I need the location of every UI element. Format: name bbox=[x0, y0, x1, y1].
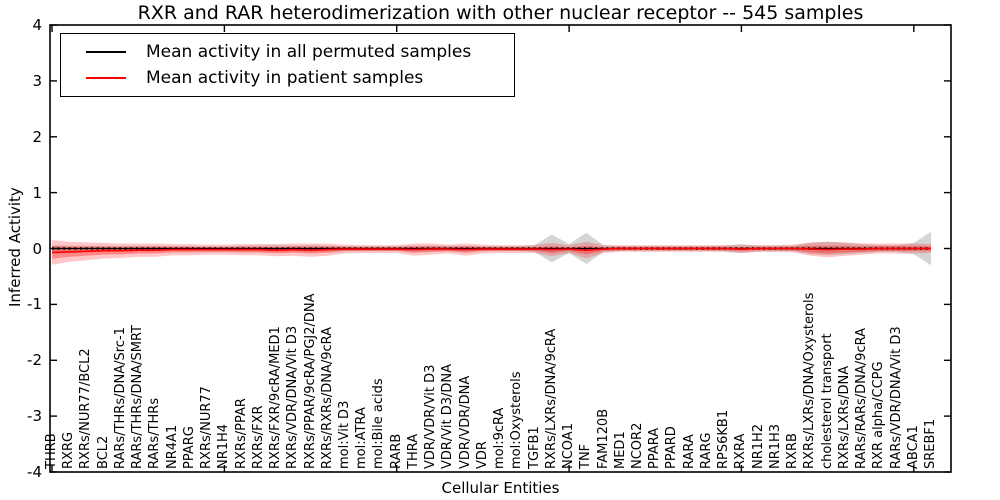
x-category-label: NR4A1 bbox=[164, 424, 180, 469]
x-category-label: RXRs/FXR bbox=[250, 405, 266, 469]
x-category-label: VDR bbox=[474, 441, 490, 469]
x-category-label: RARs/THRs/DNA/Src-1 bbox=[112, 327, 128, 469]
x-category-label: RXRs/VDR/DNA/Vit D3 bbox=[285, 325, 301, 469]
x-category-label: RARs/RARs/DNA/9cRA bbox=[854, 328, 870, 469]
legend-row-permuted: Mean activity in all permuted samples bbox=[61, 39, 514, 65]
x-category-label: mol:Vit D3 bbox=[337, 400, 352, 469]
x-category-label: MED1 bbox=[612, 431, 628, 469]
x-category-label: cholesterol transport bbox=[819, 333, 835, 469]
x-category-label: RPS6KB1 bbox=[716, 409, 732, 469]
legend-row-patient: Mean activity in patient samples bbox=[61, 65, 514, 91]
x-category-label: NCOA1 bbox=[561, 423, 577, 469]
x-category-label: RARA bbox=[681, 434, 697, 469]
x-category-label: RXRs/LXRs/DNA bbox=[836, 365, 852, 469]
x-category-label: RARB bbox=[388, 433, 404, 469]
x-category-label: mol:Oxysterols bbox=[509, 371, 525, 470]
y-tick-label: -1 bbox=[27, 295, 42, 314]
x-category-label: TNF bbox=[578, 443, 594, 469]
x-category-label: RARs/VDR/DNA/Vit D3 bbox=[888, 326, 904, 469]
x-category-label: RXRs/PPAR/9cRA/PGJ2/DNA bbox=[302, 293, 318, 470]
chart-title: RXR and RAR heterodimerization with othe… bbox=[137, 2, 864, 24]
x-category-label: VDR/VDR/DNA bbox=[457, 375, 473, 469]
x-category-label: RXRA bbox=[733, 433, 749, 469]
x-category-label: RXRs/NUR77 bbox=[199, 386, 215, 469]
x-category-label: RXRs/LXRs/DNA/Oxysterols bbox=[802, 292, 818, 469]
x-category-label: BCL2 bbox=[95, 435, 111, 469]
x-category-label: RXRG bbox=[61, 431, 77, 469]
y-tick-label: 3 bbox=[32, 71, 42, 90]
x-category-label: RXR alpha/CCPG bbox=[871, 361, 887, 469]
x-category-label: ABCA1 bbox=[905, 425, 921, 469]
x-category-label: RXRs/RXRs/DNA/9cRA bbox=[319, 326, 335, 469]
x-category-label: VDR/Vit D3/DNA bbox=[440, 363, 456, 469]
x-category-label: RARs/THRs/DNA/SMRT bbox=[130, 325, 146, 469]
legend: Mean activity in all permuted samples Me… bbox=[60, 33, 515, 97]
x-category-label: TGFB1 bbox=[526, 426, 542, 469]
x-category-label: PPARA bbox=[647, 427, 663, 469]
x-category-label: RARs/THRs bbox=[147, 397, 163, 469]
y-tick-label: 0 bbox=[32, 239, 42, 258]
x-category-label: mol:9cRA bbox=[492, 407, 508, 469]
x-category-label: NCOR2 bbox=[630, 422, 645, 469]
x-category-label: RXRs/LXRs/DNA/9cRA bbox=[543, 328, 559, 469]
x-category-label: mol:Bile acids bbox=[371, 378, 387, 469]
y-axis-title: Inferred Activity bbox=[6, 187, 24, 307]
x-category-label: THRB bbox=[44, 433, 59, 469]
x-category-label: THRA bbox=[405, 433, 421, 469]
x-category-label: RARG bbox=[698, 432, 714, 469]
y-tick-label: 4 bbox=[32, 16, 42, 34]
x-category-label: NR1H2 bbox=[750, 423, 766, 469]
x-category-label: RXRs/NUR77/BCL2 bbox=[78, 348, 94, 469]
x-axis-title: Cellular Entities bbox=[441, 479, 560, 497]
x-category-label: mol:ATRA bbox=[354, 407, 370, 469]
x-category-label: FAM120B bbox=[595, 408, 611, 469]
x-category-label: NR1H4 bbox=[216, 423, 232, 469]
legend-label-permuted: Mean activity in all permuted samples bbox=[146, 42, 472, 62]
x-category-label: RXRs/PPAR bbox=[233, 398, 249, 469]
y-tick-label: -4 bbox=[27, 463, 42, 481]
permuted-line-swatch bbox=[86, 51, 126, 53]
x-category-label: RXRB bbox=[785, 433, 801, 469]
x-category-label: PPARG bbox=[181, 426, 197, 469]
y-tick-label: -3 bbox=[27, 407, 42, 426]
x-category-label: RXRs/FXR/9cRA/MED1 bbox=[268, 326, 284, 469]
legend-label-patient: Mean activity in patient samples bbox=[146, 68, 424, 88]
y-tick-label: -2 bbox=[27, 351, 42, 370]
patient-mean-line bbox=[51, 247, 931, 254]
x-category-label: VDR/VDR/Vit D3 bbox=[423, 364, 439, 469]
patient-line-swatch bbox=[86, 77, 126, 79]
x-category-label: NR1H3 bbox=[767, 423, 783, 469]
patient-std-band-outer bbox=[52, 240, 931, 265]
y-tick-label: 1 bbox=[32, 183, 42, 202]
y-tick-label: 2 bbox=[32, 127, 42, 146]
x-category-label: PPARD bbox=[664, 426, 680, 469]
x-category-label: SREBF1 bbox=[923, 418, 938, 469]
